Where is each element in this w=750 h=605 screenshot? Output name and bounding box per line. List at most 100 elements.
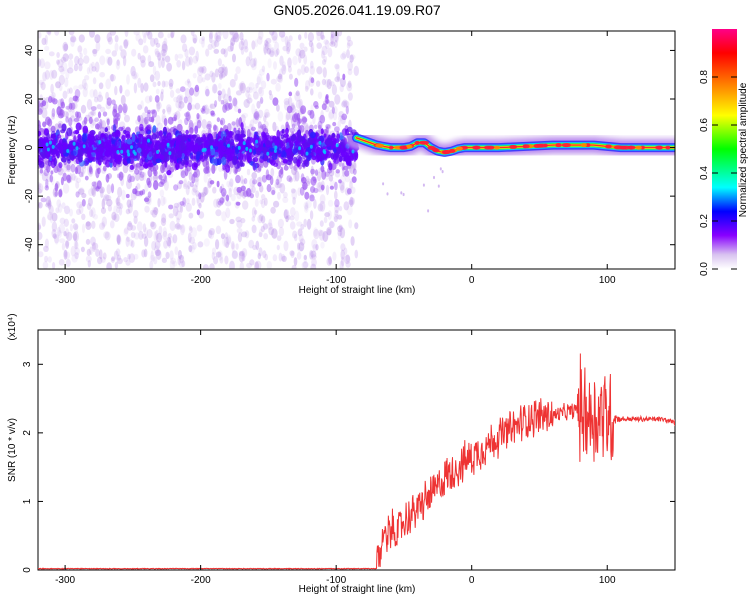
noise-speckle: [252, 87, 258, 94]
noise-speckle: [135, 162, 141, 170]
noise-speckle: [323, 55, 328, 63]
noise-speckle: [208, 31, 214, 39]
noise-speckle: [230, 193, 236, 202]
band-speckle: [75, 146, 79, 151]
noise-speckle: [81, 199, 86, 207]
noise-speckle: [338, 224, 343, 231]
noise-speckle: [188, 212, 194, 219]
band-speckle: [317, 146, 322, 154]
noise-speckle: [188, 56, 193, 66]
noise-speckle: [166, 165, 172, 171]
noise-speckle: [324, 40, 330, 50]
band-speckle: [159, 154, 164, 161]
signal-peak: [605, 144, 612, 149]
noise-speckle: [257, 36, 263, 45]
noise-speckle: [74, 247, 80, 256]
noise-speckle: [64, 239, 70, 247]
snr-y-axis-label: SNR (10 * v/v): [7, 418, 18, 482]
noise-speckle: [83, 116, 88, 125]
noise-speckle: [283, 209, 288, 220]
noise-speckle: [199, 66, 205, 74]
noise-speckle: [115, 197, 119, 205]
noise-speckle: [224, 66, 228, 77]
noise-speckle: [63, 249, 68, 260]
noise-speckle: [160, 91, 164, 102]
band-speckle: [307, 146, 312, 154]
noise-speckle: [297, 242, 301, 250]
noise-speckle: [95, 186, 100, 192]
noise-speckle: [339, 84, 344, 93]
band-speckle: [39, 151, 45, 157]
noise-speckle: [268, 226, 275, 236]
noise-speckle: [114, 261, 119, 269]
noise-speckle: [320, 34, 326, 40]
noise-speckle: [276, 104, 280, 112]
spectrogram-frame: [37, 30, 676, 270]
noise-speckle: [263, 43, 269, 54]
noise-speckle: [42, 261, 49, 269]
noise-speckle: [304, 85, 309, 92]
noise-speckle: [353, 65, 359, 76]
noise-speckle: [38, 79, 44, 86]
noise-speckle: [309, 250, 314, 260]
noise-speckle: [146, 195, 152, 206]
noise-speckle: [229, 178, 234, 188]
noise-speckle: [291, 123, 296, 129]
noise-speckle: [167, 233, 172, 239]
noise-speckle: [236, 117, 240, 128]
noise-speckle: [237, 108, 242, 114]
noise-speckle: [276, 235, 282, 242]
noise-speckle: [185, 185, 190, 196]
noise-speckle: [156, 232, 163, 240]
noise-speckle: [115, 59, 121, 70]
band-speckle: [269, 147, 275, 152]
noise-speckle: [93, 214, 98, 220]
noise-speckle: [163, 80, 169, 88]
band-speckle: [112, 123, 116, 133]
noise-speckle: [319, 220, 324, 227]
noise-speckle: [292, 196, 296, 205]
noise-speckle: [106, 56, 110, 65]
noise-speckle: [182, 43, 188, 52]
noise-speckle: [111, 50, 118, 57]
band-speckle: [187, 147, 192, 153]
noise-speckle: [63, 218, 69, 227]
noise-speckle: [135, 33, 141, 42]
noise-speckle: [324, 212, 331, 218]
noise-speckle: [81, 213, 86, 220]
noise-speckle: [265, 41, 270, 51]
noise-speckle: [106, 32, 113, 43]
signal-peak: [389, 145, 394, 150]
noise-speckle: [157, 80, 161, 87]
band-speckle: [142, 147, 148, 157]
noise-speckle: [143, 82, 149, 92]
noise-speckle: [327, 199, 334, 207]
noise-speckle: [326, 78, 332, 90]
noise-speckle: [350, 197, 356, 205]
band-speckle: [194, 162, 199, 168]
noise-speckle: [332, 111, 338, 121]
noise-speckle: [64, 251, 71, 260]
noise-speckle: [320, 31, 324, 40]
noise-speckle: [47, 31, 52, 36]
noise-speckle: [102, 111, 108, 117]
noise-speckle: [213, 124, 217, 131]
noise-speckle: [213, 198, 219, 208]
noise-speckle: [139, 171, 145, 178]
noise-speckle: [238, 40, 245, 51]
noise-speckle: [247, 94, 252, 100]
noise-speckle: [41, 172, 48, 182]
noise-speckle: [196, 209, 201, 216]
noise-speckle: [277, 191, 281, 200]
noise-speckle: [229, 42, 234, 52]
noise-speckle: [94, 34, 101, 44]
band-speckle: [232, 155, 238, 165]
noise-speckle: [154, 249, 161, 257]
noise-speckle: [74, 55, 80, 65]
noise-speckle: [81, 78, 87, 89]
noise-speckle: [176, 217, 180, 224]
noise-speckle: [253, 57, 258, 67]
noise-speckle: [240, 46, 245, 55]
band-speckle: [210, 137, 214, 143]
noise-speckle: [177, 53, 184, 59]
